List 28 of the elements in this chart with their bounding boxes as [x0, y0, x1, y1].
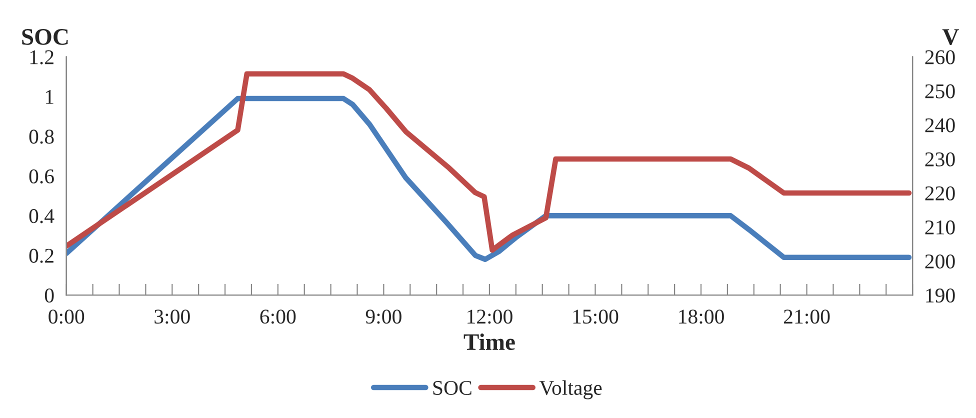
x-tick-label: 6:00 [260, 310, 296, 324]
y2-tick-label: 220 [925, 186, 955, 200]
y2-axis-title: V [942, 29, 959, 46]
y-tick-label: 0.4 [29, 209, 54, 224]
y-tick-label: 0.6 [29, 169, 54, 184]
y-axis-title: SOC [22, 29, 68, 45]
y-tick-label: 0.2 [29, 248, 54, 263]
y-tick-label: 1.2 [30, 50, 54, 64]
x-tick-label: 15:00 [573, 310, 618, 324]
y2-tick-label: 230 [925, 152, 955, 166]
x-tick-label: 18:00 [679, 310, 724, 324]
x-tick-label: 12:00 [468, 310, 512, 324]
x-tick-label: 0:00 [48, 310, 84, 324]
y2-tick-label: 250 [925, 84, 955, 98]
y-tick-label: 0 [44, 288, 54, 303]
y2-tick-label: 240 [925, 118, 955, 132]
legend-label: Voltage [539, 380, 602, 400]
y2-tick-label: 260 [925, 50, 955, 64]
y-tick-label: 1 [46, 90, 54, 104]
x-tick-label: 9:00 [366, 310, 402, 324]
legend-label: SOC [433, 380, 472, 395]
x-axis-title: Time [464, 333, 515, 350]
y2-tick-label: 190 [926, 288, 955, 303]
y-tick-label: 0.8 [29, 130, 54, 144]
x-tick-label: 3:00 [154, 310, 190, 324]
y2-tick-label: 200 [925, 254, 955, 269]
x-tick-label: 21:00 [784, 310, 830, 324]
y2-tick-label: 210 [925, 220, 955, 234]
